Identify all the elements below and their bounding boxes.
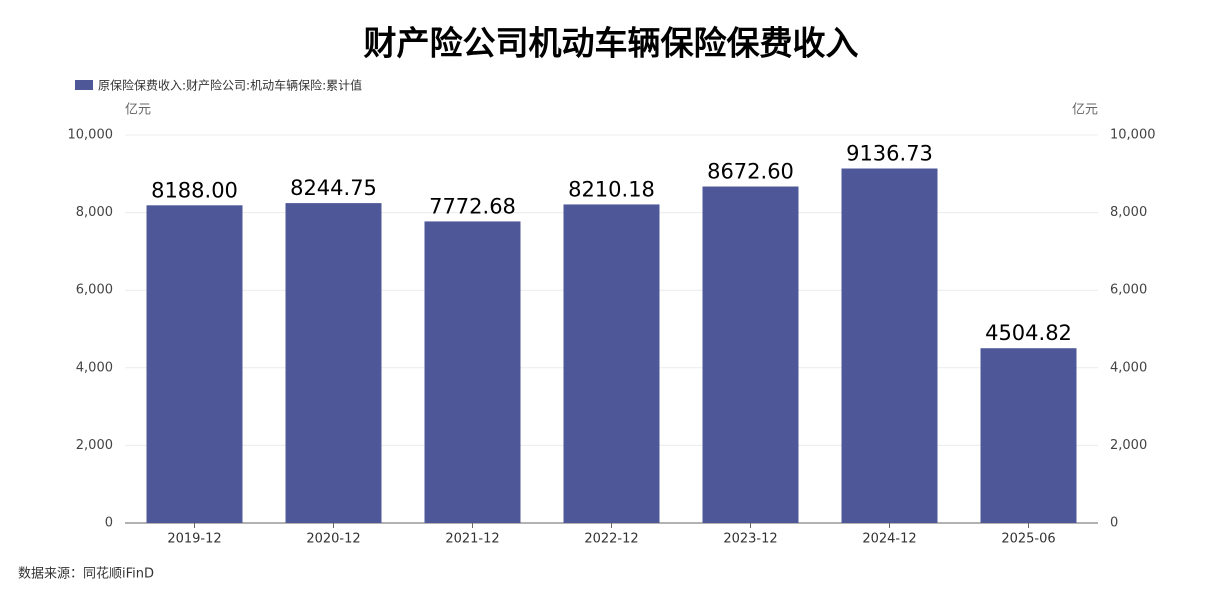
- bar: [702, 186, 799, 523]
- x-tick-label: 2022-12: [584, 532, 638, 547]
- x-tick-label: 2021-12: [445, 532, 499, 547]
- y2-tick-label: 4,000: [1110, 360, 1147, 375]
- x-tick-label: 2020-12: [306, 532, 360, 547]
- x-tick-label: 2025-06: [1001, 532, 1055, 547]
- x-tick-label: 2019-12: [167, 532, 221, 547]
- value-label: 4504.82: [985, 321, 1072, 345]
- y-tick-label: 4,000: [76, 360, 113, 375]
- bar: [146, 205, 243, 523]
- value-label: 8188.00: [151, 178, 238, 202]
- value-label: 9136.73: [846, 141, 933, 165]
- y-unit: 亿元: [125, 103, 151, 118]
- y2-unit: 亿元: [1072, 103, 1098, 118]
- source-note: 数据来源：同花顺iFinD: [18, 566, 154, 582]
- y-tick-label: 2,000: [76, 438, 113, 453]
- value-label: 8210.18: [568, 177, 655, 201]
- value-label: 8672.60: [707, 160, 794, 184]
- bar: [285, 203, 382, 523]
- y-tick-label: 10,000: [68, 128, 114, 143]
- bar: [424, 221, 521, 523]
- bar: [563, 204, 660, 524]
- value-label: 7772.68: [429, 194, 516, 218]
- legend-label: 原保险保费收入:财产险公司:机动车辆保险:累计值: [98, 78, 362, 93]
- bar: [841, 168, 938, 523]
- y2-tick-label: 2,000: [1110, 438, 1147, 453]
- y2-tick-label: 6,000: [1110, 283, 1147, 298]
- value-label: 8244.75: [290, 176, 377, 200]
- bar: [980, 348, 1077, 523]
- y2-tick-label: 10,000: [1110, 128, 1156, 143]
- chart-title: 财产险公司机动车辆保险保费收入: [364, 24, 859, 63]
- y-tick-label: 0: [105, 516, 113, 531]
- y2-tick-label: 0: [1110, 516, 1118, 531]
- y2-tick-label: 8,000: [1110, 205, 1147, 220]
- x-tick-label: 2023-12: [723, 532, 777, 547]
- x-tick-label: 2024-12: [862, 532, 916, 547]
- legend-swatch: [75, 80, 93, 90]
- y-tick-label: 6,000: [76, 283, 113, 298]
- y-tick-label: 8,000: [76, 205, 113, 220]
